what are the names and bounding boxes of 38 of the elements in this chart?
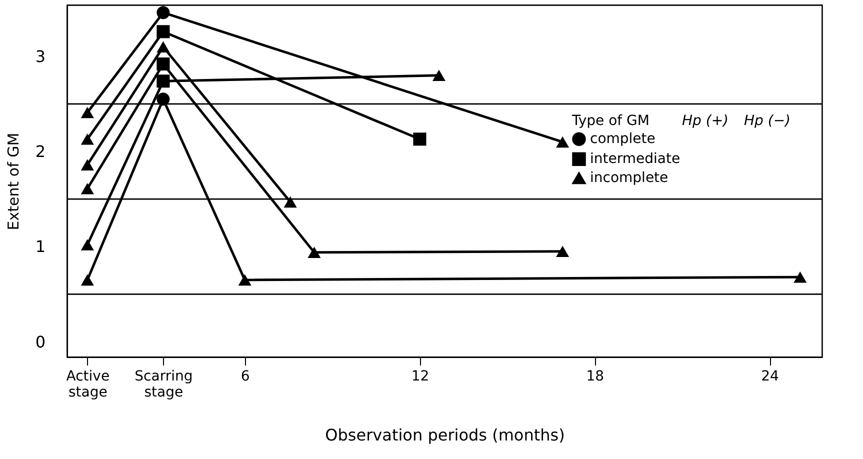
point — [80, 106, 94, 118]
y-axis-title: Extent of GM — [4, 132, 22, 230]
y-tick-label: 3 — [35, 46, 46, 66]
legend-title: Type of GM — [571, 113, 650, 130]
x-tick-label: Scarring stage — [134, 368, 193, 400]
x-tick-label: 6 — [240, 368, 250, 384]
x-tick-label: 18 — [586, 368, 604, 384]
legend-label: intermediate — [590, 151, 680, 168]
point — [794, 271, 807, 283]
x-axis-title: Observation periods (months) — [325, 426, 565, 444]
point — [308, 246, 321, 258]
x-tick-label: Active stage — [66, 368, 110, 400]
point — [156, 25, 170, 38]
annotation: Hp (−) — [744, 113, 791, 130]
x-tick-label: 24 — [761, 368, 780, 384]
point — [80, 182, 94, 194]
point — [556, 136, 570, 148]
point — [238, 274, 252, 286]
point — [432, 70, 446, 82]
point — [156, 92, 170, 106]
y-tick-label: 0 — [35, 332, 46, 352]
point — [284, 196, 297, 208]
annotation: Hp (+) — [682, 113, 729, 130]
point — [156, 74, 170, 88]
point — [80, 159, 94, 170]
y-tick-label: 2 — [35, 142, 46, 162]
legend-label: complete — [590, 131, 656, 148]
point — [156, 57, 170, 71]
point — [80, 274, 94, 286]
x-tick-label: 12 — [411, 368, 430, 384]
point — [413, 132, 426, 146]
point — [556, 246, 570, 258]
point — [156, 6, 170, 20]
point — [156, 41, 170, 53]
point — [80, 133, 94, 145]
point — [80, 239, 94, 250]
y-tick-label: 1 — [35, 237, 46, 256]
legend-label: incomplete — [590, 170, 668, 186]
